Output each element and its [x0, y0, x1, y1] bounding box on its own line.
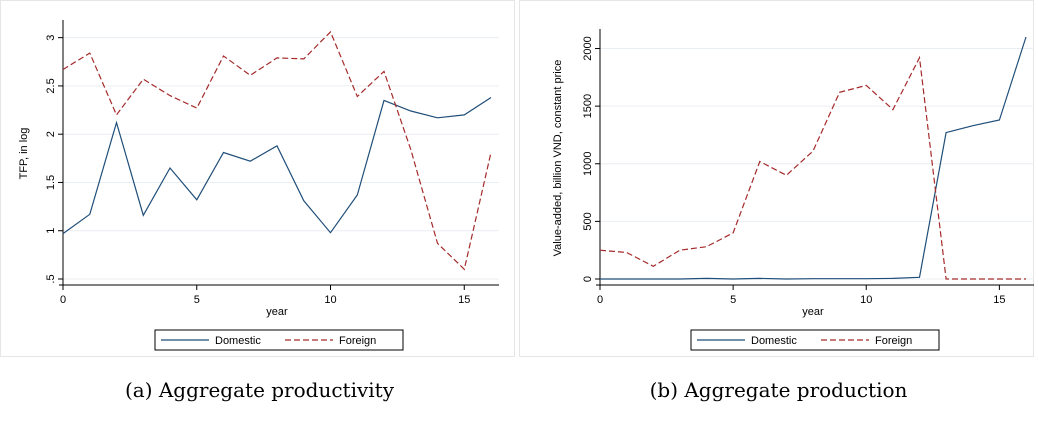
y-tick-label: 0	[582, 276, 594, 282]
legend-box	[154, 329, 404, 351]
series-line-foreign	[62, 30, 492, 271]
legend-box	[690, 329, 940, 351]
x-tick-label: 0	[60, 294, 66, 306]
chart-panel-a: .5 1 1.5 2 2.5 3 0 5 10 15 year TFP, in log Domestic…	[0, 0, 515, 402]
x-tick-label: 5	[730, 294, 736, 306]
y-axis-title: Value-added, billion VND, constant price	[552, 60, 564, 257]
x-tick-label: 15	[993, 294, 1005, 306]
y-tick-label: 1000	[582, 152, 594, 176]
y-tick-label: 2	[45, 131, 57, 137]
y-axis-title: TFP, in log	[18, 128, 30, 180]
x-axis-title: year	[802, 306, 824, 318]
series-line-domestic	[600, 36, 1027, 280]
y-tick-label: 1500	[582, 94, 594, 118]
legend-label: Domestic	[751, 335, 797, 347]
caption-a: (a) Aggregate productivity	[124, 378, 395, 402]
legend-label: Foreign	[875, 335, 912, 347]
y-tick-label: .5	[45, 274, 57, 283]
chart-b: 0 500 1000 1500 2000 0 5 10 15 year Value-added, b…	[519, 0, 1034, 357]
x-axis-title: year	[266, 306, 288, 318]
x-tick-label: 10	[324, 294, 336, 306]
y-tick-label: 500	[582, 212, 594, 230]
x-tick-label: 15	[458, 294, 470, 306]
chart-panel-b: 0 500 1000 1500 2000 0 5 10 15 year Value-added, b…	[519, 0, 1038, 422]
caption-b: (b) Aggregate production	[649, 378, 908, 402]
x-tick-label: 5	[194, 294, 200, 306]
y-tick-label: 2000	[582, 36, 594, 60]
chart-a: .5 1 1.5 2 2.5 3 0 5 10 15 year TFP, in log Domestic…	[0, 0, 515, 357]
chart-frame	[0, 0, 515, 357]
legend-label: Domestic	[215, 335, 261, 347]
series-line-domestic	[62, 96, 492, 235]
x-tick-label: 0	[597, 294, 603, 306]
y-tick-label: 1.5	[45, 175, 57, 190]
x-tick-label: 10	[860, 294, 872, 306]
chart-frame	[519, 0, 1034, 357]
y-tick-label: 1	[45, 228, 57, 234]
y-tick-label: 3	[45, 35, 57, 41]
legend-label: Foreign	[339, 335, 376, 347]
series-line-foreign	[599, 55, 1026, 280]
y-tick-label: 2.5	[45, 78, 57, 93]
